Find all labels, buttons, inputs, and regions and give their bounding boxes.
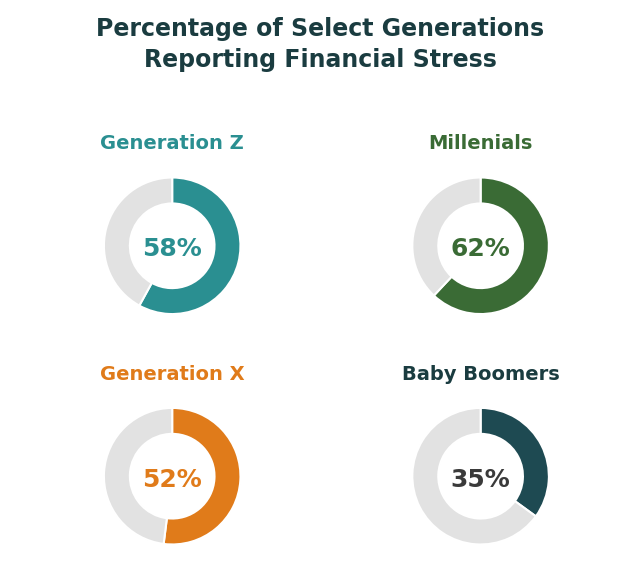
Wedge shape (481, 408, 549, 516)
Wedge shape (104, 408, 172, 544)
Title: Millenials: Millenials (428, 134, 532, 154)
Title: Baby Boomers: Baby Boomers (402, 365, 559, 384)
Text: 58%: 58% (142, 237, 202, 261)
Text: 35%: 35% (451, 468, 511, 492)
Text: Percentage of Select Generations
Reporting Financial Stress: Percentage of Select Generations Reporti… (96, 17, 544, 72)
Title: Generation X: Generation X (100, 365, 244, 384)
Text: 62%: 62% (451, 237, 511, 261)
Wedge shape (104, 178, 172, 305)
Wedge shape (140, 178, 241, 314)
Wedge shape (164, 408, 241, 544)
Wedge shape (412, 408, 536, 544)
Wedge shape (434, 178, 549, 314)
Title: Generation Z: Generation Z (100, 134, 244, 154)
Wedge shape (412, 178, 481, 296)
Text: 52%: 52% (142, 468, 202, 492)
